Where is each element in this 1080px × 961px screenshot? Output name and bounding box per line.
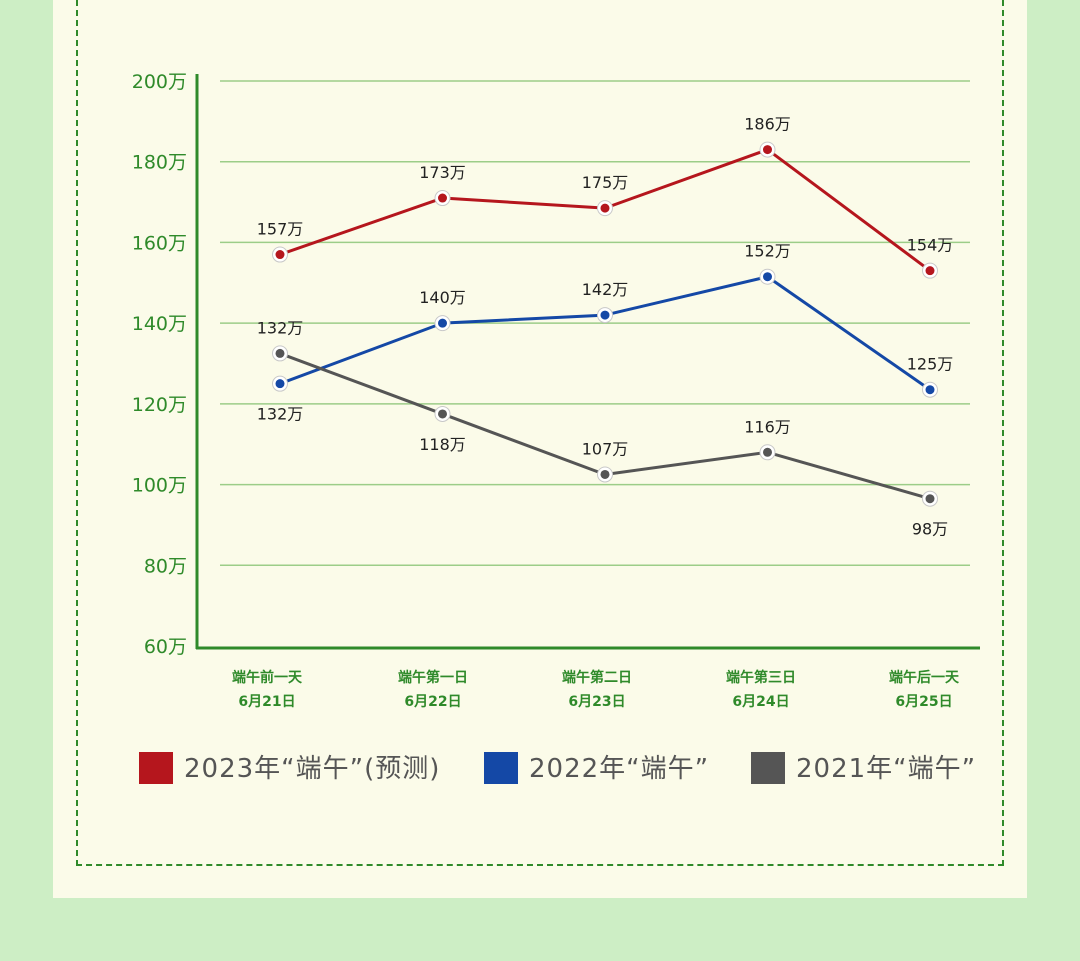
- data-point: [925, 266, 935, 276]
- y-tick-label: 200万: [132, 71, 187, 93]
- data-point: [438, 193, 447, 203]
- x-tick-label: 端午第三日: [726, 669, 796, 686]
- x-tick-date: 6月25日: [895, 694, 952, 710]
- y-tick-label: 60万: [144, 636, 187, 658]
- data-point: [438, 318, 447, 328]
- data-label: 154万: [907, 236, 954, 255]
- legend-label: 2021年“端午”: [796, 754, 976, 784]
- y-tick-label: 120万: [132, 394, 187, 416]
- data-label: 118万: [419, 435, 466, 454]
- y-tick-label: 180万: [132, 152, 187, 174]
- y-tick-label: 160万: [132, 232, 187, 254]
- data-point: [763, 272, 772, 282]
- x-tick-date: 6月21日: [238, 694, 295, 710]
- data-point: [925, 385, 935, 395]
- data-label: 107万: [582, 439, 629, 458]
- x-tick-label: 端午第一日: [398, 669, 468, 686]
- legend-label: 2022年“端午”: [529, 754, 709, 784]
- data-label: 157万: [257, 220, 304, 239]
- x-tick-date: 6月24日: [732, 694, 789, 710]
- y-tick-label: 100万: [132, 475, 187, 497]
- data-point: [275, 250, 285, 260]
- legend-swatch: [139, 752, 173, 784]
- data-point: [600, 469, 610, 479]
- legend-swatch: [484, 752, 518, 784]
- legend-label: 2023年“端午”(预测): [184, 754, 440, 784]
- data-label: 142万: [582, 280, 629, 299]
- data-label: 132万: [257, 405, 304, 424]
- data-label: 132万: [257, 318, 304, 337]
- legend-item-3: 2021年“端午”: [751, 752, 976, 784]
- data-label: 152万: [744, 242, 791, 261]
- y-tick-label: 140万: [132, 313, 187, 335]
- data-label: 173万: [419, 163, 466, 182]
- data-point: [600, 310, 610, 320]
- data-point: [763, 145, 772, 155]
- data-point: [925, 494, 935, 504]
- data-label: 116万: [744, 417, 791, 436]
- data-label: 186万: [744, 115, 791, 134]
- series-2: 132万 140万 142万 152万 125万: [257, 242, 954, 424]
- data-point: [763, 447, 772, 457]
- series-1: 157万 173万 175万 186万 154万: [257, 115, 954, 279]
- data-point: [275, 348, 285, 358]
- series-3: 132万 118万 107万 116万 98万: [257, 318, 948, 538]
- data-point: [438, 409, 447, 419]
- x-tick-label: 端午后一天: [889, 669, 960, 686]
- data-point: [600, 203, 610, 213]
- data-point: [275, 379, 285, 389]
- x-tick-label: 端午第二日: [562, 669, 632, 686]
- x-tick-label: 端午前一天: [232, 669, 303, 686]
- y-tick-label: 80万: [144, 555, 187, 577]
- legend-item-2: 2022年“端午”: [484, 752, 709, 784]
- legend-swatch: [751, 752, 785, 784]
- data-label: 175万: [582, 173, 629, 192]
- x-tick-date: 6月22日: [404, 694, 461, 710]
- data-label: 140万: [419, 288, 466, 307]
- x-tick-date: 6月23日: [568, 694, 625, 710]
- data-label: 98万: [912, 520, 948, 539]
- data-label: 125万: [907, 355, 954, 374]
- dashed-border: [76, 0, 1004, 866]
- legend-item-1: 2023年“端午”(预测): [139, 752, 440, 784]
